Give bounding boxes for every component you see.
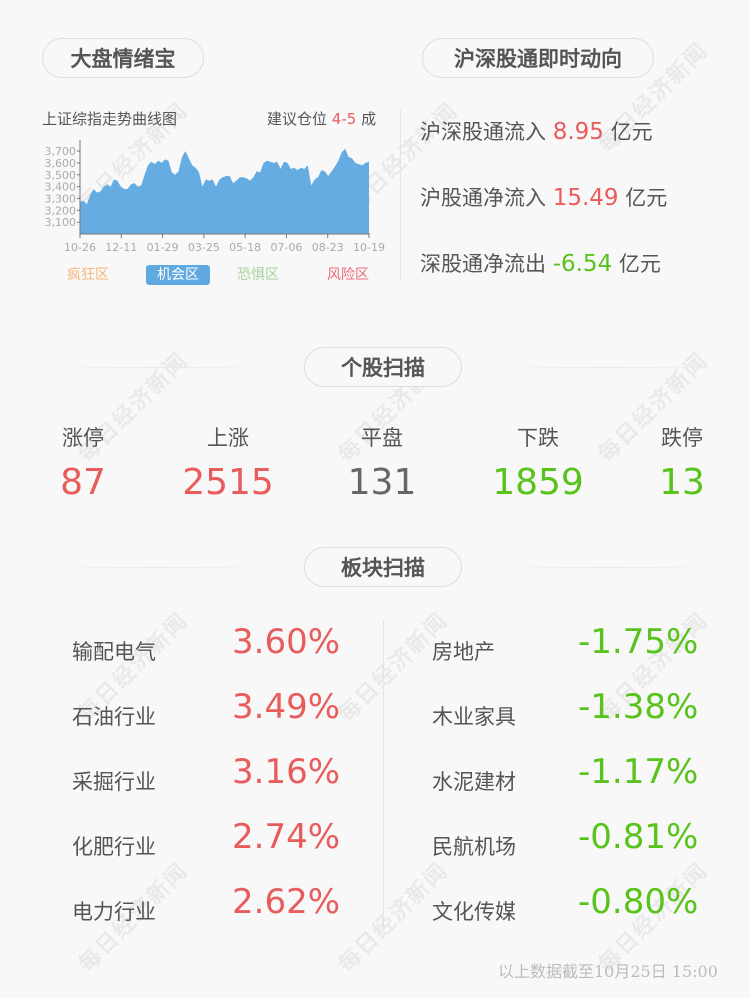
- flow-unit: 亿元: [625, 186, 668, 210]
- sector-change: -0.80%: [578, 882, 699, 922]
- sector-name: 民航机场: [432, 835, 516, 859]
- flow-row: 沪深股通流入 8.95 亿元: [420, 116, 653, 146]
- stock-stat: 下跌 1859: [468, 422, 608, 503]
- flow-row: 沪股通净流入 15.49 亿元: [420, 182, 667, 212]
- flow-label: 沪深股通流入: [420, 120, 546, 144]
- divider: [42, 367, 272, 368]
- divider: [490, 367, 725, 368]
- sector-name: 电力行业: [72, 900, 156, 924]
- x-tick-label: 12-11: [105, 241, 137, 254]
- sector-name: 输配电气: [72, 640, 156, 664]
- sector-change: 3.16%: [232, 752, 341, 792]
- flow-label: 沪股通净流入: [420, 186, 546, 210]
- flow-row: 深股通净流出 -6.54 亿元: [420, 248, 661, 278]
- flow-value: -6.54: [552, 251, 613, 277]
- divider: [400, 110, 401, 280]
- x-tick-label: 01-29: [147, 241, 179, 254]
- sector-change: -1.75%: [578, 622, 699, 662]
- position-advice: 建议仓位 4-5 成: [267, 108, 376, 129]
- stock-scan-title: 个股扫描: [304, 347, 462, 387]
- x-tick-label: 07-06: [270, 241, 302, 254]
- stat-label: 下跌: [517, 426, 559, 450]
- sector-change: -0.81%: [578, 817, 699, 857]
- advice-suffix: 成: [361, 110, 377, 128]
- flow-value: 15.49: [552, 185, 619, 211]
- zone-3: 风险区: [327, 267, 369, 283]
- sector-change: -1.38%: [578, 687, 699, 727]
- flow-value: 8.95: [552, 119, 604, 145]
- y-tick-label: 3,600: [45, 157, 77, 170]
- advice-prefix: 建议仓位: [267, 110, 328, 128]
- data-timestamp: 以上数据截至10月25日 15:00: [498, 962, 718, 981]
- x-tick-label: 03-25: [188, 241, 220, 254]
- stock-stat: 上涨 2515: [158, 422, 298, 503]
- y-tick-label: 3,300: [45, 192, 77, 205]
- x-tick-label: 05-18: [229, 241, 261, 254]
- flow-unit: 亿元: [618, 252, 661, 276]
- stat-value: 2515: [182, 462, 274, 503]
- stat-value: 1859: [492, 462, 584, 503]
- sector-name: 采掘行业: [72, 770, 156, 794]
- stat-value: 13: [659, 462, 705, 503]
- stock-stat: 跌停 13: [612, 422, 750, 503]
- stock-stat: 平盘 131: [312, 422, 452, 503]
- divider: [490, 567, 725, 568]
- divider: [383, 620, 384, 930]
- divider: [42, 567, 272, 568]
- stat-label: 涨停: [62, 426, 104, 450]
- market-mood-title: 大盘情绪宝: [42, 38, 204, 78]
- stat-value: 87: [60, 462, 106, 503]
- hk-connect-title: 沪深股通即时动向: [422, 38, 654, 78]
- sector-scan-title: 板块扫描: [304, 547, 462, 587]
- stat-label: 跌停: [661, 426, 703, 450]
- flow-label: 深股通净流出: [420, 252, 546, 276]
- advice-value: 4-5: [331, 110, 357, 128]
- sector-change: -1.17%: [578, 752, 699, 792]
- sector-change: 3.60%: [232, 622, 341, 662]
- x-tick-label: 10-19: [353, 241, 385, 254]
- sector-name: 化肥行业: [72, 835, 156, 859]
- zone-1: 机会区: [146, 265, 210, 285]
- x-tick-label: 08-23: [312, 241, 344, 254]
- stat-value: 131: [347, 462, 417, 503]
- y-tick-label: 3,500: [45, 169, 77, 182]
- zone-0: 疯狂区: [67, 267, 109, 283]
- sector-change: 2.74%: [232, 817, 341, 857]
- stat-label: 上涨: [207, 426, 249, 450]
- y-tick-label: 3,400: [45, 181, 77, 194]
- y-tick-label: 3,700: [45, 145, 77, 158]
- chart-label: 上证综指走势曲线图: [42, 110, 178, 128]
- sector-name: 房地产: [432, 640, 495, 664]
- sector-change: 3.49%: [232, 687, 341, 727]
- stock-stat: 涨停 87: [13, 422, 153, 503]
- sector-name: 石油行业: [72, 705, 156, 729]
- y-tick-label: 3,200: [45, 204, 77, 217]
- zone-2: 恐惧区: [237, 267, 279, 283]
- y-tick-label: 3,100: [45, 216, 77, 229]
- sector-name: 水泥建材: [432, 770, 516, 794]
- stat-label: 平盘: [361, 426, 403, 450]
- sector-name: 木业家具: [432, 705, 516, 729]
- sector-name: 文化传媒: [432, 900, 516, 924]
- x-tick-label: 10-26: [64, 241, 96, 254]
- sector-change: 2.62%: [232, 882, 341, 922]
- flow-unit: 亿元: [610, 120, 653, 144]
- index-area: [80, 148, 369, 234]
